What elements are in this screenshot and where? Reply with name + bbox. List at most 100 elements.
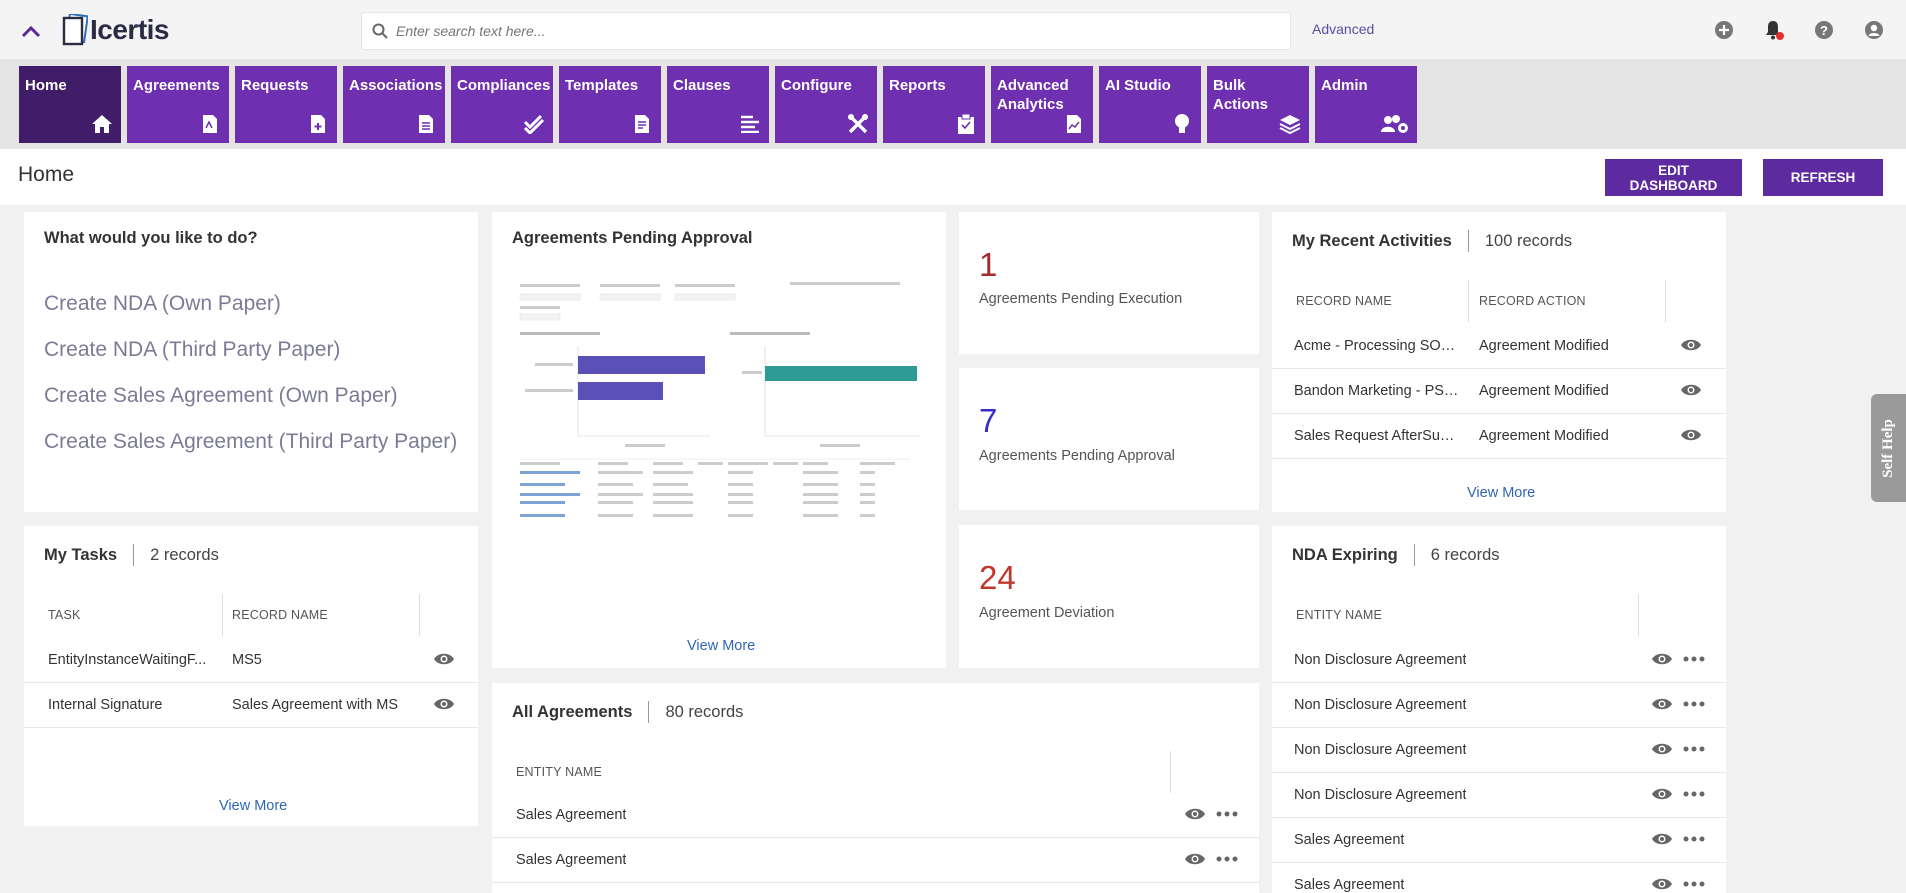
view-eye-icon[interactable] [1651,831,1673,847]
nav-tile-compliances[interactable]: Compliances [451,66,553,143]
table-row[interactable]: Sales Agreement [1272,863,1726,893]
pending-approval-view-more-link[interactable]: View More [687,638,756,654]
view-eye-icon[interactable] [1651,786,1673,802]
kpi-card-pending-execution[interactable]: 1 Agreements Pending Execution [959,212,1259,354]
kpi-card-pending-approval[interactable]: 7 Agreements Pending Approval [959,368,1259,510]
entity-name-cell: Sales Agreement [516,807,627,823]
users-gear-icon [1381,113,1409,135]
column-divider [222,594,223,636]
more-options-icon[interactable] [1216,806,1238,822]
search-box[interactable] [361,12,1291,50]
nav-tile-clauses[interactable]: Clauses [667,66,769,143]
page-title: Home [18,163,75,186]
view-eye-icon[interactable] [433,696,455,712]
nav-tile-home[interactable]: Home [19,66,121,143]
create-sales-agreement-own-paper-link[interactable]: Create Sales Agreement (Own Paper) [44,384,398,407]
more-options-icon[interactable] [1683,786,1705,802]
more-options-icon[interactable] [1216,851,1238,867]
table-row[interactable]: Non Disclosure Agreement [1272,638,1726,683]
nav-tile-configure[interactable]: Configure [775,66,877,143]
report-preview-thumbnail[interactable] [510,274,920,524]
agreement-doc-icon [199,113,221,135]
column-header-entity-name[interactable]: ENTITY NAME [1296,608,1383,622]
advanced-search-link[interactable]: Advanced [1312,21,1375,37]
add-icon[interactable] [1712,18,1736,42]
table-row[interactable]: Sales Request AfterSupply Agreement Modi… [1272,414,1726,459]
table-row[interactable]: Non Disclosure Agreement [1272,683,1726,728]
clipboard-icon [955,113,977,135]
divider [648,701,650,723]
task-cell: Internal Signature [48,697,163,713]
entity-name-cell: Sales Agreement [1294,832,1405,848]
document-icon [415,113,437,135]
recent-activities-view-more-link[interactable]: View More [1467,485,1536,501]
view-eye-icon[interactable] [1651,741,1673,757]
record-action-cell: Agreement Modified [1479,338,1609,354]
more-options-icon[interactable] [1683,876,1705,892]
more-options-icon[interactable] [1683,741,1705,757]
create-nda-own-paper-link[interactable]: Create NDA (Own Paper) [44,292,281,315]
top-bar: Icertis Advanced ? [0,0,1906,60]
table-row[interactable]: Sales Agreement [1272,818,1726,863]
view-eye-icon[interactable] [433,651,455,667]
table-row[interactable]: Non Disclosure Agreement [1272,773,1726,818]
refresh-button[interactable]: REFRESH [1763,159,1883,196]
table-row[interactable]: Internal Signature Sales Agreement with … [24,683,478,728]
tasks-view-more-link[interactable]: View More [219,798,288,814]
view-eye-icon[interactable] [1651,876,1673,892]
user-profile-icon[interactable] [1862,18,1886,42]
view-eye-icon[interactable] [1680,337,1702,353]
nav-tile-templates[interactable]: Templates [559,66,661,143]
tasks-title: My Tasks [44,545,118,564]
pending-approval-card: Agreements Pending Approval [492,212,946,668]
table-row[interactable]: EntityInstanceWaitingF... MS5 [24,638,478,683]
view-eye-icon[interactable] [1651,651,1673,667]
divider [133,544,135,566]
collapse-chevron-icon[interactable] [18,18,44,44]
help-icon[interactable]: ? [1812,18,1836,42]
nav-tile-advanced-analytics[interactable]: Advanced Analytics [991,66,1093,143]
entity-name-cell: Non Disclosure Agreement [1294,652,1467,668]
more-options-icon[interactable] [1683,831,1705,847]
create-nda-third-party-link[interactable]: Create NDA (Third Party Paper) [44,338,341,361]
more-options-icon[interactable] [1683,651,1705,667]
nav-tile-reports[interactable]: Reports [883,66,985,143]
table-row[interactable]: Sales Agreement [492,838,1259,883]
search-input[interactable] [396,23,1276,39]
nav-tile-requests[interactable]: Requests [235,66,337,143]
quick-actions-card: What would you like to do? Create NDA (O… [24,212,478,512]
create-sales-agreement-third-party-link[interactable]: Create Sales Agreement (Third Party Pape… [44,430,458,453]
column-header-record-name[interactable]: RECORD NAME [232,608,328,622]
column-header-task[interactable]: TASK [48,608,81,622]
self-help-tab[interactable]: Self Help [1871,394,1906,502]
notification-bell-icon[interactable] [1762,18,1786,42]
kpi-label: Agreement Deviation [979,605,1115,621]
view-eye-icon[interactable] [1680,382,1702,398]
table-row[interactable]: Acme - Processing SOW ... Agreement Modi… [1272,324,1726,369]
lightbulb-icon [1171,113,1193,135]
icertis-logo[interactable]: Icertis [62,12,170,48]
main-navigation: Home Agreements Requests Associations Co… [0,60,1906,149]
view-eye-icon[interactable] [1184,851,1206,867]
nav-tile-agreements[interactable]: Agreements [127,66,229,143]
edit-dashboard-button[interactable]: EDIT DASHBOARD [1605,159,1742,196]
view-eye-icon[interactable] [1680,427,1702,443]
column-header-entity-name[interactable]: ENTITY NAME [516,765,603,779]
nav-tile-ai-studio[interactable]: AI Studio [1099,66,1201,143]
table-row[interactable]: Bandon Marketing - PSA... Agreement Modi… [1272,369,1726,414]
align-left-icon [739,113,761,135]
column-header-record-name[interactable]: RECORD NAME [1296,294,1392,308]
table-row[interactable]: Non Disclosure Agreement [1272,728,1726,773]
view-eye-icon[interactable] [1184,806,1206,822]
column-divider [1170,751,1171,793]
nav-tile-admin[interactable]: Admin [1315,66,1417,143]
more-options-icon[interactable] [1683,696,1705,712]
record-name-cell: Bandon Marketing - PSA... [1294,383,1462,399]
table-row[interactable]: Sales Agreement [492,793,1259,838]
view-eye-icon[interactable] [1651,696,1673,712]
column-header-record-action[interactable]: RECORD ACTION [1479,294,1586,308]
nav-tile-bulk-actions[interactable]: Bulk Actions [1207,66,1309,143]
nav-tile-associations[interactable]: Associations [343,66,445,143]
kpi-card-agreement-deviation[interactable]: 24 Agreement Deviation [959,525,1259,668]
recent-activities-count: 100 records [1484,231,1573,250]
